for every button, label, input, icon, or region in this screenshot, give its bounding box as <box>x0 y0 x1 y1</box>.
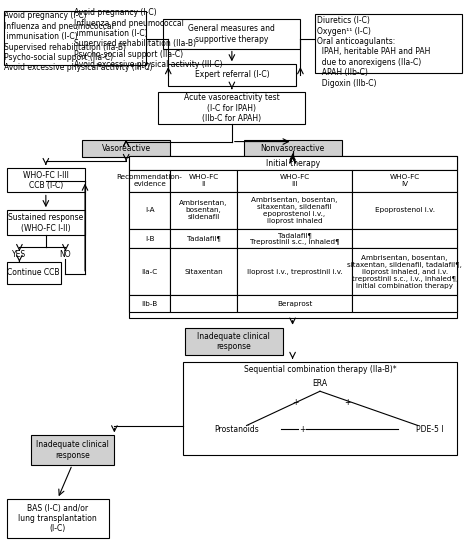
FancyBboxPatch shape <box>237 170 352 191</box>
FancyBboxPatch shape <box>237 191 352 229</box>
Text: Ambrisentan, bosentan,
sitaxentan, sildenafil, tadalafil¶,
iloprost inhaled, and: Ambrisentan, bosentan, sitaxentan, silde… <box>347 255 462 289</box>
Text: Recommendation-
evidence: Recommendation- evidence <box>117 174 182 187</box>
FancyBboxPatch shape <box>170 170 237 191</box>
FancyBboxPatch shape <box>129 229 170 249</box>
FancyBboxPatch shape <box>244 140 342 158</box>
Text: I-B: I-B <box>145 235 155 241</box>
Text: Avoid pregnancy (I-C)
Influenza and pneumococcal
 immunisation (I-C)
Supervised : Avoid pregnancy (I-C) Influenza and pneu… <box>4 11 152 72</box>
FancyBboxPatch shape <box>129 191 170 229</box>
Text: Iloprost i.v., treprostinil i.v.: Iloprost i.v., treprostinil i.v. <box>246 269 342 275</box>
FancyBboxPatch shape <box>170 229 237 249</box>
Text: Tadalafil¶: Tadalafil¶ <box>187 235 220 241</box>
FancyBboxPatch shape <box>352 229 457 249</box>
Text: +: + <box>344 398 351 408</box>
FancyBboxPatch shape <box>352 170 457 191</box>
FancyBboxPatch shape <box>237 229 352 249</box>
Text: Ambrisentan, bosentan,
sitaxentan, sildenafil
epoprostenol i.v.,
iloprost inhale: Ambrisentan, bosentan, sitaxentan, silde… <box>251 197 337 223</box>
FancyBboxPatch shape <box>129 156 457 318</box>
FancyBboxPatch shape <box>158 92 305 124</box>
Text: PDE-5 I: PDE-5 I <box>416 425 443 434</box>
Text: Vasoreactive: Vasoreactive <box>101 144 151 153</box>
Text: WHO-FC
III: WHO-FC III <box>279 174 310 187</box>
FancyBboxPatch shape <box>31 435 114 465</box>
Text: I-A: I-A <box>145 207 155 213</box>
FancyBboxPatch shape <box>129 156 457 170</box>
Text: Sequential combination therapy (IIa-B)*: Sequential combination therapy (IIa-B)* <box>244 365 396 374</box>
FancyBboxPatch shape <box>352 191 457 229</box>
Text: BAS (I-C) and/or
lung transplantation
(I-C): BAS (I-C) and/or lung transplantation (I… <box>18 504 97 534</box>
Text: Initial therapy: Initial therapy <box>266 159 320 168</box>
Text: WHO-FC
II: WHO-FC II <box>188 174 219 187</box>
Text: Prostanoids: Prostanoids <box>214 425 259 434</box>
Text: Beraprost: Beraprost <box>277 301 312 307</box>
Text: Tadalafil¶
Treprostinil s.c., inhaled¶: Tadalafil¶ Treprostinil s.c., inhaled¶ <box>250 232 339 245</box>
Text: Epoprostenol i.v.: Epoprostenol i.v. <box>374 207 435 213</box>
Text: YES: YES <box>12 250 27 259</box>
Text: Sustained response
(WHO-FC I-II): Sustained response (WHO-FC I-II) <box>8 213 83 233</box>
FancyBboxPatch shape <box>7 499 109 538</box>
Text: IIa-C: IIa-C <box>142 269 158 275</box>
Text: IIb-B: IIb-B <box>142 301 158 307</box>
FancyBboxPatch shape <box>237 249 352 295</box>
Text: Inadequate clinical
response: Inadequate clinical response <box>36 440 109 459</box>
FancyBboxPatch shape <box>4 11 146 65</box>
Text: ERA: ERA <box>312 379 328 388</box>
FancyBboxPatch shape <box>170 191 237 229</box>
FancyBboxPatch shape <box>7 210 85 234</box>
FancyBboxPatch shape <box>82 140 170 158</box>
FancyBboxPatch shape <box>168 64 295 86</box>
Text: Expert referral (I-C): Expert referral (I-C) <box>194 70 269 80</box>
Text: NO: NO <box>60 250 71 259</box>
Text: Diuretics (I-C)
Oxygen¹¹ (I-C)
Oral anticoagulants:
  IPAH, heritable PAH and PA: Diuretics (I-C) Oxygen¹¹ (I-C) Oral anti… <box>317 16 430 88</box>
Text: Acute vasoreactivity test
(I-C for IPAH)
(IIb-C for APAH): Acute vasoreactivity test (I-C for IPAH)… <box>184 93 280 123</box>
Text: Continue CCB: Continue CCB <box>7 268 59 277</box>
FancyBboxPatch shape <box>183 362 457 455</box>
Text: WHO-FC I-III
CCB (I-C): WHO-FC I-III CCB (I-C) <box>23 171 69 190</box>
Text: Ambrisentan,
bosentan,
sildenafil: Ambrisentan, bosentan, sildenafil <box>179 200 228 220</box>
FancyBboxPatch shape <box>129 249 170 295</box>
FancyBboxPatch shape <box>164 19 301 49</box>
FancyBboxPatch shape <box>315 14 462 73</box>
FancyBboxPatch shape <box>237 295 352 312</box>
Text: Sitaxentan: Sitaxentan <box>184 269 223 275</box>
FancyBboxPatch shape <box>352 295 457 312</box>
Text: Inadequate clinical
response: Inadequate clinical response <box>197 331 270 351</box>
Text: +: + <box>299 425 306 434</box>
Text: WHO-FC
IV: WHO-FC IV <box>390 174 420 187</box>
FancyBboxPatch shape <box>170 295 237 312</box>
Text: +: + <box>292 398 299 408</box>
FancyBboxPatch shape <box>352 249 457 295</box>
FancyBboxPatch shape <box>129 170 170 191</box>
FancyBboxPatch shape <box>170 249 237 295</box>
FancyBboxPatch shape <box>185 328 283 355</box>
Text: General measures and
supportive therapy: General measures and supportive therapy <box>189 24 275 44</box>
FancyBboxPatch shape <box>129 295 170 312</box>
Text: Avoid pregnancy (I-C)
Influenza and pneumococcal
 immunisation (I-C)
Supervised : Avoid pregnancy (I-C) Influenza and pneu… <box>74 8 223 69</box>
Text: Nonvasoreactive: Nonvasoreactive <box>260 144 325 153</box>
FancyBboxPatch shape <box>7 168 85 192</box>
FancyBboxPatch shape <box>7 262 61 283</box>
